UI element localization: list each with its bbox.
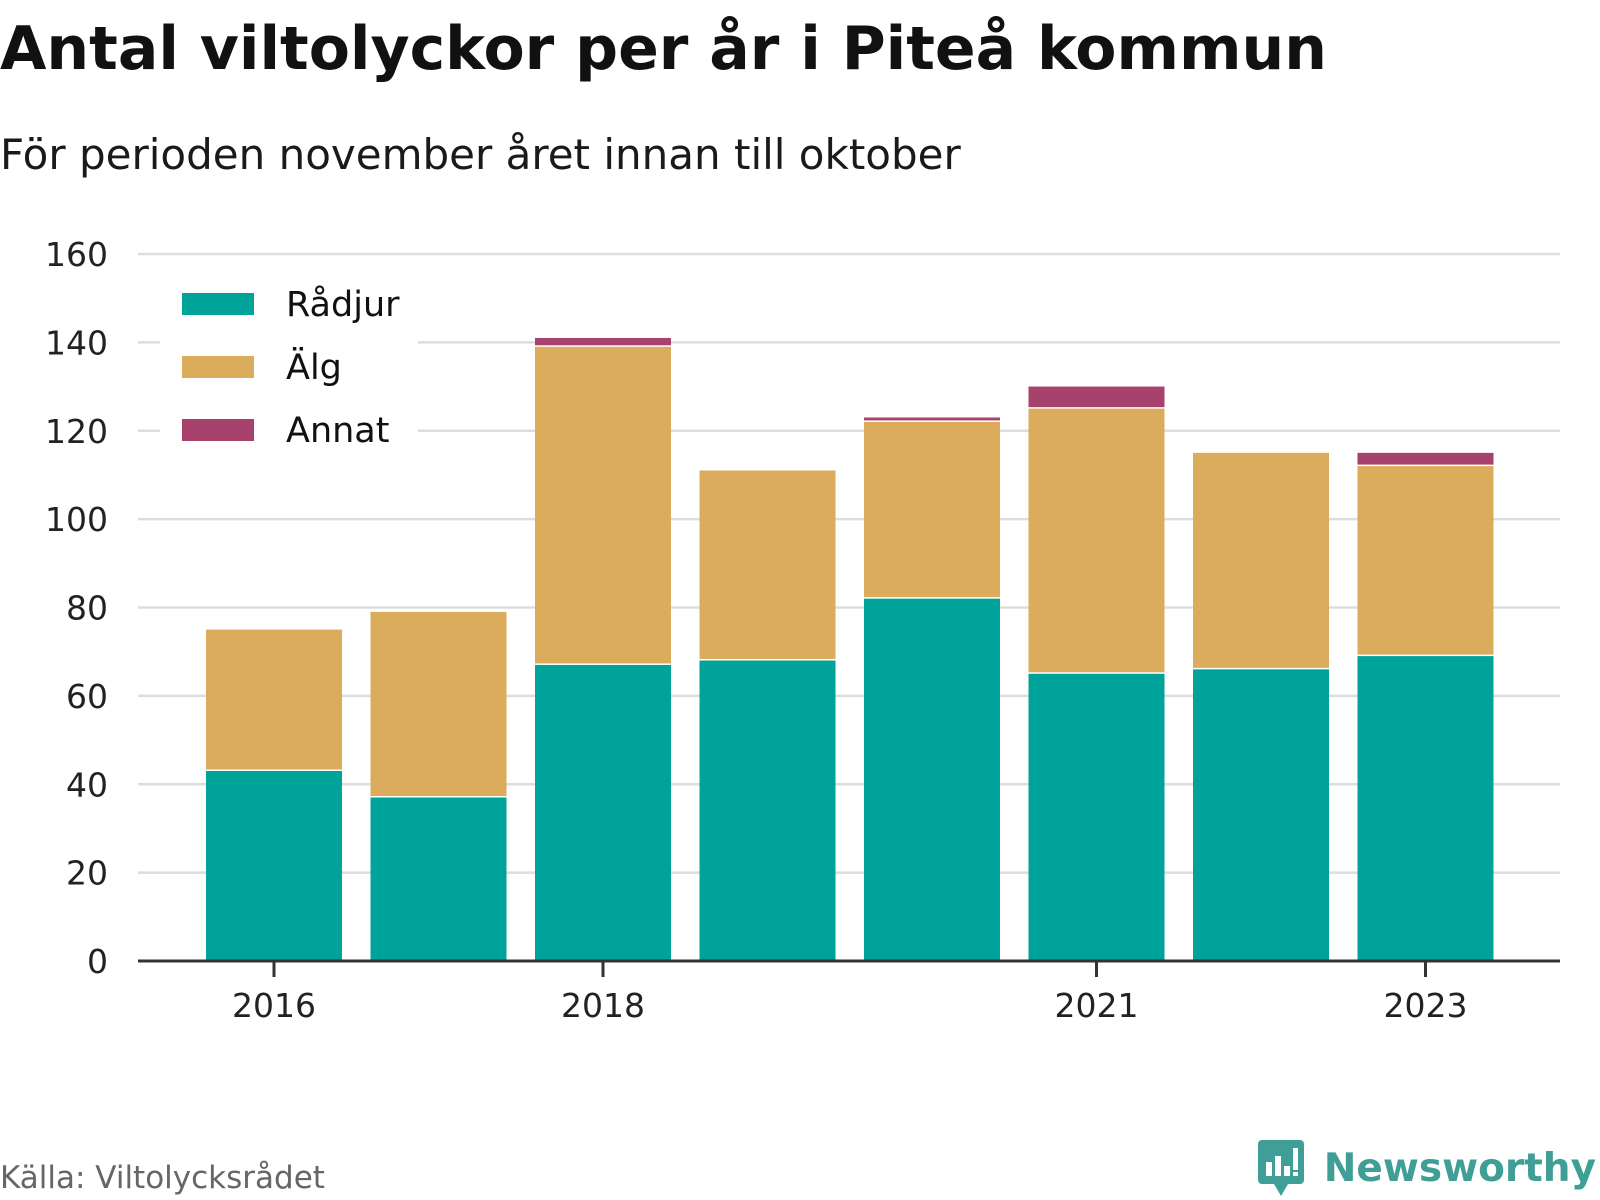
bar-älg-2018 — [535, 346, 671, 664]
bar-älg-2017 — [370, 611, 507, 797]
bar-älg-2016 — [206, 629, 342, 770]
bar-annat-2020 — [864, 417, 1000, 421]
bar-rådjur-2019 — [699, 660, 836, 961]
bar-älg-2023 — [1357, 466, 1494, 655]
y-tick-label: 140 — [45, 323, 108, 362]
chart-subtitle: För perioden november året innan till ok… — [0, 130, 961, 179]
source-note: Källa: Viltolycksrådet — [0, 1160, 325, 1196]
x-tick-label: 2016 — [232, 986, 316, 1025]
y-tick-label: 20 — [66, 854, 108, 893]
legend-swatch-0 — [182, 293, 254, 315]
legend-swatch-2 — [182, 419, 254, 441]
y-tick-label: 60 — [66, 677, 108, 716]
y-tick-label: 40 — [66, 765, 108, 804]
bar-rådjur-2020 — [864, 598, 1000, 961]
x-tick-label: 2021 — [1055, 986, 1139, 1025]
legend-label: Annat — [286, 411, 389, 451]
legend-swatch-1 — [182, 356, 254, 378]
brand-name: Newsworthy — [1323, 1145, 1596, 1191]
y-tick-label: 100 — [45, 500, 108, 539]
y-tick-label: 160 — [45, 235, 108, 274]
newsworthy-logo: Newsworthy — [1257, 1140, 1596, 1196]
bar-rådjur-2017 — [370, 797, 507, 961]
x-tick-label: 2018 — [561, 986, 645, 1025]
legend-label: Älg — [286, 346, 342, 388]
bar-älg-2020 — [864, 421, 1000, 598]
bar-chart-speech-bubble-icon — [1257, 1140, 1304, 1196]
legend-label: Rådjur — [286, 284, 400, 325]
bar-annat-2023 — [1357, 452, 1494, 465]
bar-rådjur-2022 — [1193, 669, 1329, 961]
y-tick-label: 120 — [45, 412, 108, 451]
bar-älg-2019 — [699, 470, 836, 660]
stacked-bar-chart: 0 20 40 60 80 100 120 140 160 2016 2018 2021 2023 Råd… — [45, 235, 1560, 1025]
x-tick-label: 2023 — [1384, 986, 1468, 1025]
bar-rådjur-2023 — [1357, 656, 1494, 961]
bar-rådjur-2018 — [535, 664, 671, 961]
bar-rådjur-2021 — [1028, 673, 1165, 961]
bar-annat-2018 — [535, 337, 671, 346]
y-tick-label: 80 — [66, 589, 108, 628]
chart-title: Antal viltolyckor per år i Piteå kommun — [0, 14, 1327, 84]
y-tick-label: 0 — [87, 942, 108, 981]
bar-rådjur-2016 — [206, 770, 342, 961]
bar-älg-2021 — [1028, 408, 1165, 673]
bar-älg-2022 — [1193, 452, 1329, 668]
bar-annat-2021 — [1028, 386, 1165, 408]
